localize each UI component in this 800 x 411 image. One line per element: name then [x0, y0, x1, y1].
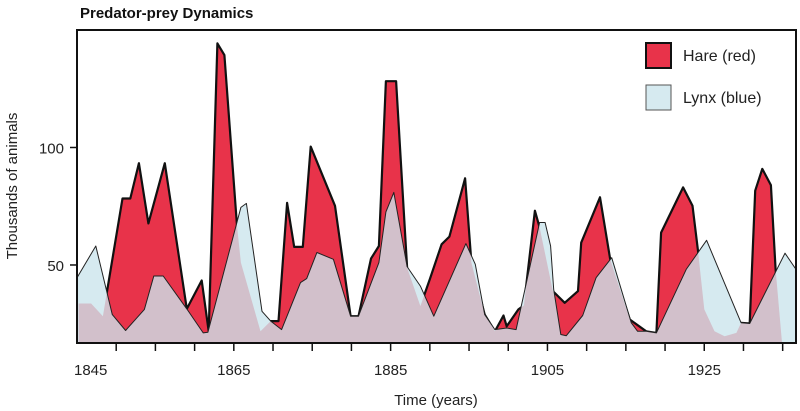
lynx-line: [76, 191, 797, 337]
x-tick-label: 1845: [74, 362, 107, 379]
plot-area: [76, 42, 797, 344]
x-tick-label: 1885: [374, 362, 407, 379]
y-axis-label: Thousands of animals: [4, 113, 21, 260]
y-tick-label: 100: [39, 140, 64, 157]
hare-line: [78, 42, 783, 342]
y-tick-label: 50: [47, 258, 64, 275]
legend-label-hare: Hare (red): [683, 48, 756, 65]
chart-title: Predator-prey Dynamics: [80, 5, 253, 22]
x-tick-label: 1925: [688, 362, 721, 379]
x-tick-label: 1905: [531, 362, 564, 379]
x-axis: 1845 1865 1885 1905 1925: [74, 343, 784, 379]
y-axis: 50 100: [39, 140, 77, 275]
legend-swatch-hare: [645, 42, 672, 69]
legend: Hare (red) Lynx (blue): [645, 42, 762, 111]
x-axis-label: Time (years): [394, 392, 478, 409]
legend-swatch-lynx: [645, 84, 672, 111]
x-tick-label: 1865: [217, 362, 250, 379]
legend-label-lynx: Lynx (blue): [683, 90, 762, 107]
plot-frame: [76, 29, 797, 344]
